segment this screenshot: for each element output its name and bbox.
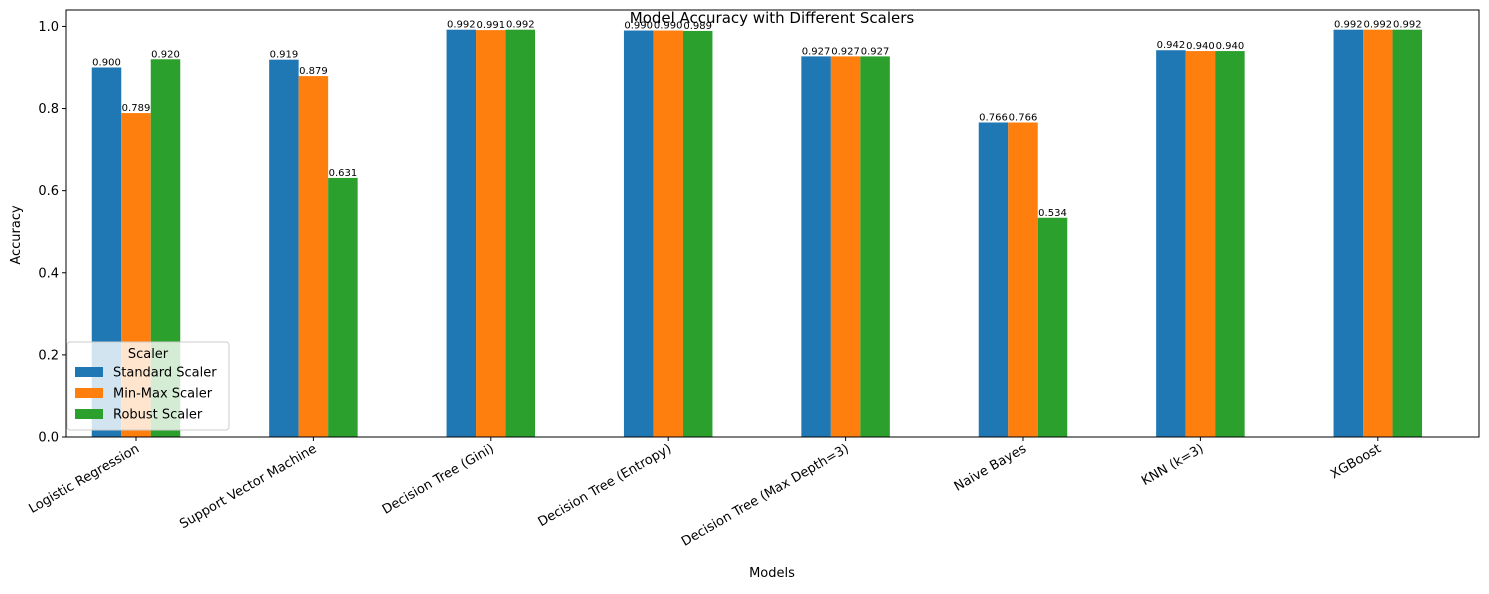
bar-standard-scaler-6 xyxy=(1156,50,1186,437)
legend-label: Robust Scaler xyxy=(113,408,203,423)
bar-value-label: 0.927 xyxy=(802,46,831,57)
bar-min-max-scaler-6 xyxy=(1185,51,1216,438)
bar-value-label: 0.766 xyxy=(1009,112,1038,123)
bar-min-max-scaler-2 xyxy=(476,30,506,438)
bar-robust-scaler-2 xyxy=(505,29,536,437)
x-tick-label: Naive Bayes xyxy=(952,441,1029,494)
legend: Scaler Standard Scaler Min-Max Scaler Robus… xyxy=(66,341,230,431)
legend-swatch xyxy=(75,388,103,398)
legend-swatch xyxy=(75,409,103,419)
bar-value-label: 0.992 xyxy=(1334,20,1363,31)
x-tick-label: Logistic Regression xyxy=(27,441,142,516)
bar-value-label: 0.940 xyxy=(1216,41,1245,52)
y-tick-label: 1.0 xyxy=(38,20,59,35)
bar-value-label: 0.991 xyxy=(476,20,505,31)
bar-standard-scaler-4 xyxy=(801,56,831,437)
bar-value-label: 0.927 xyxy=(831,46,860,57)
bar-value-label: 0.920 xyxy=(151,49,180,60)
bar-robust-scaler-7 xyxy=(1392,29,1423,437)
bar-value-label: 0.879 xyxy=(299,66,328,77)
bar-min-max-scaler-1 xyxy=(298,76,329,438)
x-tick-label: KNN (k=3) xyxy=(1139,441,1206,488)
y-tick-label: 0.2 xyxy=(38,348,59,363)
y-tick-label: 0.8 xyxy=(38,102,59,117)
bar-value-label: 0.900 xyxy=(92,57,121,68)
bar-value-label: 0.534 xyxy=(1038,208,1067,219)
bar-value-label: 0.940 xyxy=(1186,41,1215,52)
bar-robust-scaler-6 xyxy=(1215,51,1245,438)
bar-value-label: 0.992 xyxy=(506,20,535,31)
x-axis-label: Models xyxy=(749,566,795,581)
bar-value-label: 0.990 xyxy=(654,21,683,32)
legend-swatch xyxy=(75,367,103,377)
x-axis: Logistic Regression Support Vector Machin… xyxy=(27,437,1384,550)
chart-title: Model Accuracy with Different Scalers xyxy=(630,9,915,27)
bar-min-max-scaler-3 xyxy=(653,30,683,438)
y-tick-label: 0.6 xyxy=(38,184,59,199)
bar-value-label: 0.992 xyxy=(1363,20,1392,31)
value-labels-group: 0.900 0.919 0.992 0.990 0.927 0.766 0.942 0.992… xyxy=(92,20,1421,219)
bar-standard-scaler-2 xyxy=(446,29,477,437)
bar-value-label: 0.990 xyxy=(624,21,653,32)
bar-min-max-scaler-7 xyxy=(1363,29,1393,437)
y-tick-label: 0.4 xyxy=(38,266,59,281)
bar-value-label: 0.927 xyxy=(861,46,890,57)
bar-min-max-scaler-5 xyxy=(1008,122,1038,437)
x-tick-label: Decision Tree (Gini) xyxy=(380,441,497,517)
bar-robust-scaler-1 xyxy=(328,177,358,437)
x-tick-label: Decision Tree (Max Depth=3) xyxy=(679,441,852,549)
x-tick-label: Decision Tree (Entropy) xyxy=(536,441,675,530)
bar-value-label: 0.789 xyxy=(122,103,151,114)
y-axis-label: Accuracy xyxy=(9,205,24,265)
bar-standard-scaler-7 xyxy=(1333,29,1364,437)
bar-value-label: 0.942 xyxy=(1157,40,1186,51)
legend-label: Min-Max Scaler xyxy=(113,387,213,402)
legend-box xyxy=(66,341,230,431)
bar-standard-scaler-1 xyxy=(269,59,299,437)
bar-standard-scaler-3 xyxy=(623,30,654,438)
bar-value-label: 0.992 xyxy=(1393,20,1422,31)
bar-robust-scaler-5 xyxy=(1037,217,1068,437)
bar-min-max-scaler-4 xyxy=(830,56,861,437)
legend-title: Scaler xyxy=(128,347,169,362)
bar-value-label: 0.992 xyxy=(447,20,476,31)
bar-standard-scaler-5 xyxy=(978,122,1009,437)
y-axis: 0.0 0.2 0.4 0.6 0.8 1.0 xyxy=(38,20,66,446)
bar-value-label: 0.989 xyxy=(683,21,712,32)
bar-value-label: 0.631 xyxy=(329,168,358,179)
plot-frame xyxy=(65,9,1480,438)
bar-robust-scaler-3 xyxy=(682,30,713,437)
y-tick-label: 0.0 xyxy=(38,431,59,446)
x-tick-label: Support Vector Machine xyxy=(177,441,319,532)
bar-robust-scaler-4 xyxy=(860,56,890,437)
legend-label: Standard Scaler xyxy=(113,366,217,381)
bar-value-label: 0.766 xyxy=(979,112,1008,123)
x-tick-label: XGBoost xyxy=(1328,441,1384,482)
bar-value-label: 0.919 xyxy=(270,50,299,61)
bars-group xyxy=(91,29,1423,438)
